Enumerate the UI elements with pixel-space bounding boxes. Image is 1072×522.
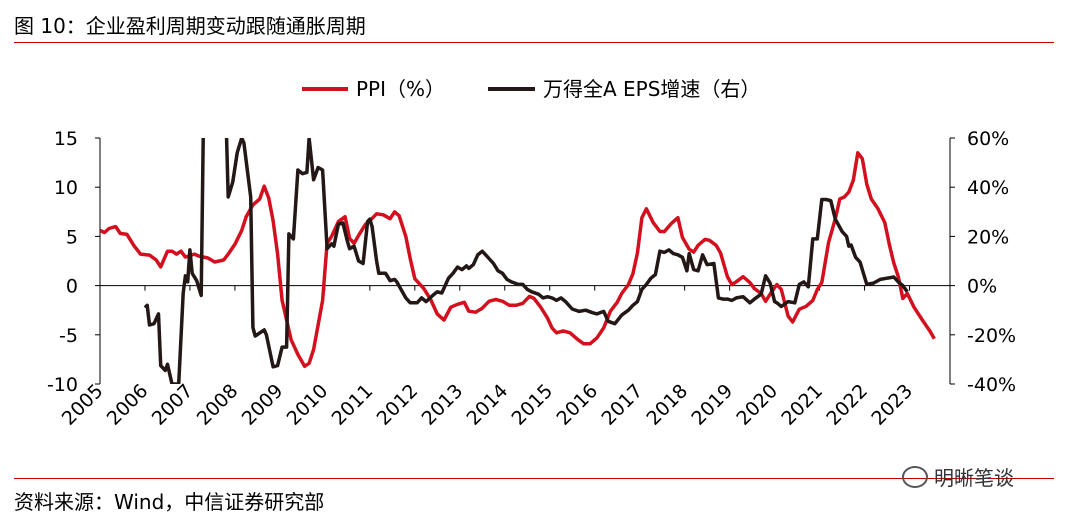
left-tick-label: 0 xyxy=(66,276,78,298)
x-tick-label: 2010 xyxy=(283,380,333,430)
x-tick-label: 2015 xyxy=(508,380,558,430)
watermark-text: 明晰笔谈 xyxy=(934,466,1014,490)
left-tick-label: -5 xyxy=(59,325,78,347)
x-tick-label: 2006 xyxy=(103,380,153,430)
left-tick-label: 10 xyxy=(54,177,78,199)
axes: 151050-5-1060%40%20%0%-20%-40%2005200620… xyxy=(47,128,1016,430)
right-tick-label: -20% xyxy=(967,325,1016,347)
right-tick-label: 0% xyxy=(967,276,997,298)
x-tick-label: 2023 xyxy=(867,380,917,430)
right-tick-label: 20% xyxy=(967,226,1009,248)
watermark: 明晰笔谈 xyxy=(902,462,1014,491)
legend-label-ppi: PPI（%） xyxy=(356,77,445,101)
x-tick-label: 2008 xyxy=(193,380,243,430)
wechat-icon xyxy=(902,466,928,488)
left-tick-label: 5 xyxy=(66,226,78,248)
right-tick-label: -40% xyxy=(967,374,1016,396)
source-rule xyxy=(14,478,1054,479)
x-tick-label: 2012 xyxy=(373,380,423,430)
x-tick-label: 2011 xyxy=(328,380,378,430)
legend-label-eps: 万得全A EPS增速（右） xyxy=(543,77,760,101)
x-tick-label: 2018 xyxy=(642,380,692,430)
x-tick-label: 2014 xyxy=(463,380,513,430)
figure-title: 图 10：企业盈利周期变动跟随通胀周期 xyxy=(14,14,366,38)
title-rule xyxy=(14,42,1054,43)
series-line-eps xyxy=(143,138,909,384)
x-tick-label: 2007 xyxy=(148,380,198,430)
source-note: 资料来源：Wind，中信证券研究部 xyxy=(14,490,325,514)
legend: PPI（%） 万得全A EPS增速（右） xyxy=(302,77,760,101)
right-tick-label: 60% xyxy=(967,128,1009,150)
x-tick-label: 2009 xyxy=(238,380,288,430)
x-tick-label: 2016 xyxy=(552,380,602,430)
left-tick-label: 15 xyxy=(54,128,78,150)
x-tick-label: 2020 xyxy=(732,380,782,430)
x-tick-label: 2022 xyxy=(822,380,872,430)
series-line-ppi xyxy=(100,151,936,369)
right-tick-label: 40% xyxy=(967,177,1009,199)
x-tick-label: 2021 xyxy=(777,380,827,430)
left-tick-label: -10 xyxy=(47,374,78,396)
x-tick-label: 2017 xyxy=(597,380,647,430)
x-tick-label: 2019 xyxy=(687,380,737,430)
x-tick-label: 2013 xyxy=(418,380,468,430)
